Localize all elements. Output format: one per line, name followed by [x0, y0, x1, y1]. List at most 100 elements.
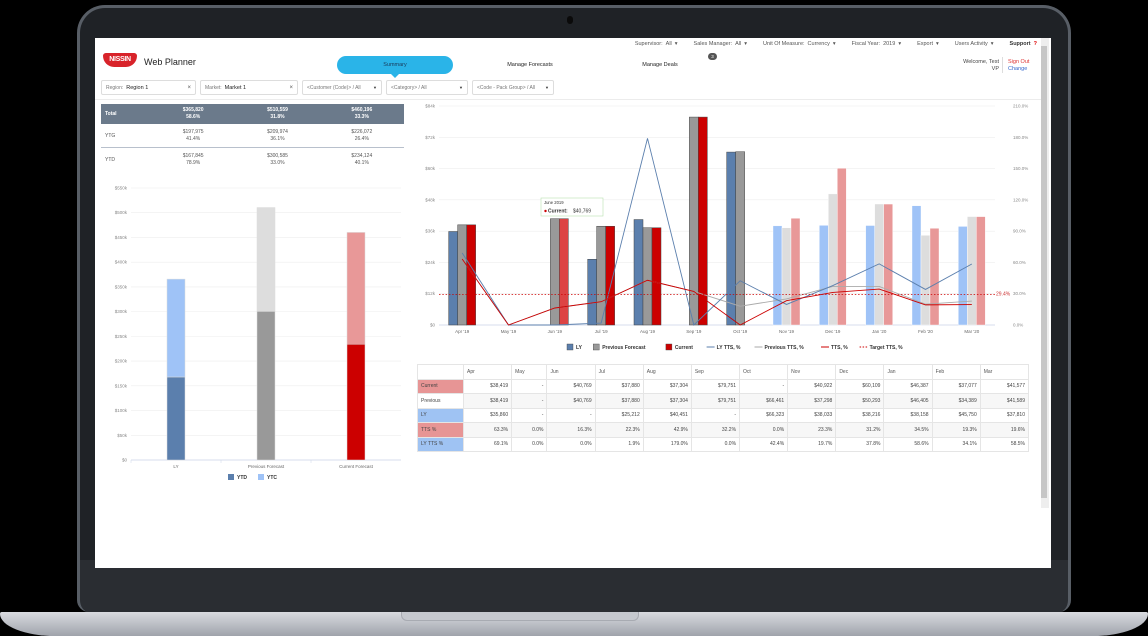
table-cell[interactable]: 58.6%: [883, 436, 933, 452]
table-cell[interactable]: 42.4%: [739, 436, 789, 452]
table-cell[interactable]: $45,750: [931, 407, 981, 423]
unit-of-measure-select[interactable]: Unit Of Measure: Currency ▾: [763, 41, 836, 47]
table-cell[interactable]: 19.7%: [787, 436, 837, 452]
table-cell[interactable]: -: [511, 407, 548, 423]
bar-ly[interactable]: [865, 225, 875, 326]
table-cell[interactable]: 19.3%: [931, 422, 981, 438]
table-cell[interactable]: $79,751: [690, 393, 741, 409]
bar-ly[interactable]: [911, 205, 922, 326]
legend-label[interactable]: YTC: [267, 475, 277, 481]
support-link[interactable]: Support?: [1010, 41, 1037, 47]
table-cell[interactable]: $37,810: [979, 407, 1030, 423]
nissin-logo[interactable]: NISSIN: [103, 53, 137, 67]
table-cell[interactable]: -: [739, 378, 789, 394]
table-cell[interactable]: 42.9%: [642, 422, 692, 438]
bar-ytd[interactable]: [346, 343, 366, 461]
legend-label[interactable]: YTD: [237, 475, 247, 481]
table-cell[interactable]: 1.9%: [594, 436, 644, 452]
bar-ytd[interactable]: [166, 376, 186, 461]
table-cell[interactable]: 34.5%: [883, 422, 933, 438]
table-cell[interactable]: $37,304: [642, 393, 692, 409]
sales-manager-select[interactable]: Sales Manager: All ▾: [694, 41, 747, 47]
bar-ly[interactable]: [772, 225, 783, 326]
table-cell[interactable]: $38,419: [462, 378, 513, 394]
users-activity-menu[interactable]: Users Activity ▾: [955, 41, 994, 47]
change-link[interactable]: Change: [1008, 66, 1028, 72]
table-cell[interactable]: $37,880: [594, 393, 644, 409]
sign-out-link[interactable]: Sign Out: [1008, 59, 1030, 65]
table-cell[interactable]: 34.1%: [931, 436, 981, 452]
clear-icon[interactable]: ×: [187, 84, 191, 91]
table-cell[interactable]: -: [511, 393, 548, 409]
line-ly-tts-[interactable]: [461, 138, 973, 326]
bar-previous[interactable]: [457, 224, 467, 326]
table-cell[interactable]: 58.5%: [979, 436, 1030, 452]
table-cell[interactable]: $41,577: [979, 378, 1030, 394]
tab-manage-forecasts[interactable]: Manage Forecasts: [507, 62, 553, 68]
table-cell[interactable]: 16.3%: [546, 422, 596, 438]
table-cell[interactable]: 0.0%: [690, 436, 741, 452]
table-cell[interactable]: $79,751: [690, 378, 741, 394]
bar-current[interactable]: [929, 228, 940, 326]
table-cell[interactable]: $41,589: [979, 393, 1030, 409]
bar-ytc[interactable]: [166, 278, 186, 378]
bar-previous[interactable]: [735, 151, 745, 326]
bar-current[interactable]: [790, 218, 801, 326]
table-cell[interactable]: $40,451: [642, 407, 692, 423]
table-cell[interactable]: $38,158: [883, 407, 933, 423]
table-cell[interactable]: $37,298: [787, 393, 837, 409]
table-cell[interactable]: $46,387: [883, 378, 933, 394]
table-cell[interactable]: 32.2%: [690, 422, 741, 438]
bar-previous[interactable]: [920, 235, 931, 326]
legend-label[interactable]: LY TTS, %: [717, 345, 741, 351]
table-cell[interactable]: -: [690, 407, 741, 423]
table-cell[interactable]: 179.0%: [642, 436, 692, 452]
table-cell[interactable]: $25,212: [594, 407, 644, 423]
table-cell[interactable]: $46,405: [883, 393, 933, 409]
legend-label[interactable]: Current: [675, 345, 693, 351]
table-cell[interactable]: $38,033: [787, 407, 837, 423]
table-cell[interactable]: 63.3%: [462, 422, 513, 438]
bar-ly[interactable]: [958, 226, 968, 326]
table-cell[interactable]: $66,461: [739, 393, 789, 409]
bar-ly[interactable]: [587, 259, 597, 326]
bar-current[interactable]: [559, 218, 569, 326]
customer-filter[interactable]: <Customer (Code)> / All ▼: [302, 80, 382, 95]
bar-ly[interactable]: [633, 219, 644, 326]
bar-ly[interactable]: [819, 225, 829, 326]
table-cell[interactable]: $40,769: [546, 393, 596, 409]
line-tts-[interactable]: [461, 258, 972, 326]
table-cell[interactable]: 22.3%: [594, 422, 644, 438]
table-cell[interactable]: 0.0%: [511, 422, 548, 438]
table-cell[interactable]: $66,323: [739, 407, 789, 423]
clear-icon[interactable]: ×: [289, 84, 293, 91]
bar-ytd[interactable]: [256, 311, 276, 461]
table-cell[interactable]: $38,419: [462, 393, 513, 409]
table-cell[interactable]: $37,880: [594, 378, 644, 394]
tab-summary[interactable]: Summary: [337, 56, 453, 78]
fiscal-year-select[interactable]: Fiscal Year: 2019 ▾: [852, 41, 901, 47]
table-cell[interactable]: $37,304: [642, 378, 692, 394]
bar-previous[interactable]: [874, 203, 884, 326]
table-cell[interactable]: $40,769: [546, 378, 596, 394]
bar-ly[interactable]: [448, 231, 458, 326]
bar-current[interactable]: [883, 203, 893, 326]
table-cell[interactable]: $38,216: [835, 407, 885, 423]
table-cell[interactable]: $50,293: [835, 393, 885, 409]
legend-label[interactable]: LY: [576, 345, 583, 351]
pack-group-filter[interactable]: <Code - Pack Group> / All ▼: [472, 80, 554, 95]
table-cell[interactable]: 0.0%: [511, 436, 548, 452]
bar-ly[interactable]: [726, 151, 736, 326]
table-cell[interactable]: 0.0%: [546, 436, 596, 452]
table-cell[interactable]: 31.2%: [835, 422, 885, 438]
scrollbar-thumb[interactable]: [1041, 46, 1047, 498]
table-cell[interactable]: -: [546, 407, 596, 423]
table-cell[interactable]: $35,860: [462, 407, 513, 423]
legend-label[interactable]: TTS, %: [831, 345, 848, 351]
bar-current[interactable]: [698, 116, 708, 326]
table-cell[interactable]: 23.3%: [787, 422, 837, 438]
bar-current[interactable]: [605, 225, 615, 326]
market-filter[interactable]: Market: Market 1 ×: [200, 80, 298, 95]
bar-previous[interactable]: [967, 216, 977, 326]
region-filter[interactable]: Region: Region 1 ×: [101, 80, 196, 95]
